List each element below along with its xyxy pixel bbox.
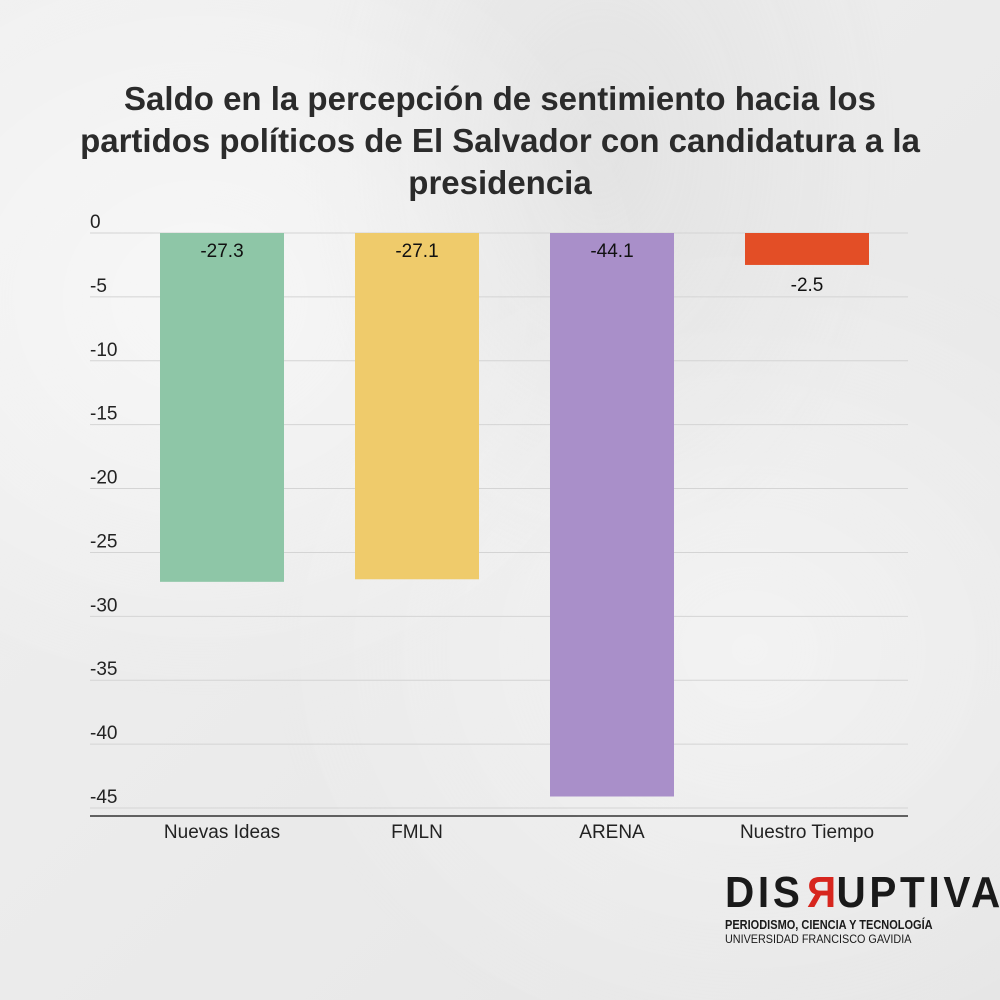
y-axis-ticks: 0 -5 -10 -15 -20 -25 -30 -35 -40 -45 <box>90 212 117 808</box>
bar <box>355 233 479 580</box>
logo-tagline: PERIODISMO, CIENCIA Y TECNOLOGÍA <box>725 918 933 932</box>
y-tick-label: -25 <box>90 531 117 552</box>
chart-title: Saldo en la percepción de sentimiento ha… <box>80 80 920 201</box>
disruptiva-logo: DISRUPTIVA PERIODISMO, CIENCIA Y TECNOLO… <box>725 868 1000 946</box>
bars <box>160 233 869 797</box>
bar <box>550 233 674 797</box>
x-category-label: Nuevas Ideas <box>164 822 280 843</box>
bar <box>160 233 284 582</box>
y-tick-label: 0 <box>90 212 101 233</box>
y-tick-label: -35 <box>90 659 117 680</box>
data-label: -27.1 <box>395 241 438 262</box>
x-category-label: FMLN <box>391 822 443 843</box>
x-category-label: ARENA <box>579 822 645 843</box>
y-tick-label: -20 <box>90 468 117 489</box>
data-labels: -27.3 -27.1 -44.1 -2.5 <box>200 241 823 296</box>
data-label: -2.5 <box>791 275 824 296</box>
y-tick-label: -40 <box>90 723 117 744</box>
y-tick-label: -30 <box>90 595 117 616</box>
y-tick-label: -45 <box>90 787 117 808</box>
y-tick-label: -5 <box>90 276 107 297</box>
category-labels: Nuevas Ideas FMLN ARENA Nuestro Tiempo <box>164 822 874 843</box>
data-label: -44.1 <box>590 241 633 262</box>
y-tick-label: -10 <box>90 340 117 361</box>
y-tick-label: -15 <box>90 404 117 425</box>
logo-wordmark: DISRUPTIVA <box>725 868 1000 917</box>
x-category-label: Nuestro Tiempo <box>740 822 874 843</box>
data-label: -27.3 <box>200 241 243 262</box>
bar <box>745 233 869 265</box>
logo-university: UNIVERSIDAD FRANCISCO GAVIDIA <box>725 932 912 946</box>
